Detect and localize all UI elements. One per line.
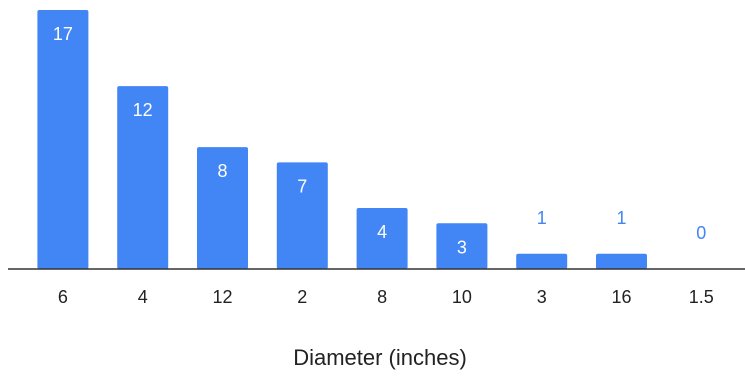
bar-2: [276, 162, 328, 269]
bar-16: [596, 253, 647, 269]
x-axis-title: Diameter (inches): [293, 345, 467, 370]
value-label-4: 12: [133, 100, 153, 120]
x-tick-label-16: 16: [611, 287, 631, 307]
x-tick-label-4: 4: [138, 287, 148, 307]
value-label-8: 4: [377, 222, 387, 242]
bar-3: [516, 253, 568, 269]
bar-8: [356, 208, 408, 269]
value-labels: 17 12 8 7 4 3 1 1 0: [53, 24, 706, 257]
value-label-6: 17: [53, 24, 73, 44]
x-tick-label-1.5: 1.5: [689, 287, 714, 307]
x-tick-label-10: 10: [452, 287, 472, 307]
x-tick-label-8: 8: [377, 287, 387, 307]
value-label-1.5: 0: [696, 223, 706, 243]
bar-6: [37, 10, 89, 269]
bar-10: [436, 223, 488, 269]
value-label-16: 1: [616, 208, 626, 228]
value-label-12: 8: [217, 161, 227, 181]
value-label-10: 3: [457, 237, 467, 257]
bar-4: [117, 86, 169, 269]
bars: [37, 10, 647, 269]
value-label-2: 7: [297, 176, 307, 196]
bar-12: [197, 147, 248, 269]
x-tick-label-12: 12: [212, 287, 232, 307]
value-label-3: 1: [537, 208, 547, 228]
x-tick-label-6: 6: [58, 287, 68, 307]
x-tick-labels: 6 4 12 2 8 10 3 16 1.5: [58, 287, 714, 307]
x-tick-label-3: 3: [537, 287, 547, 307]
x-tick-label-2: 2: [297, 287, 307, 307]
